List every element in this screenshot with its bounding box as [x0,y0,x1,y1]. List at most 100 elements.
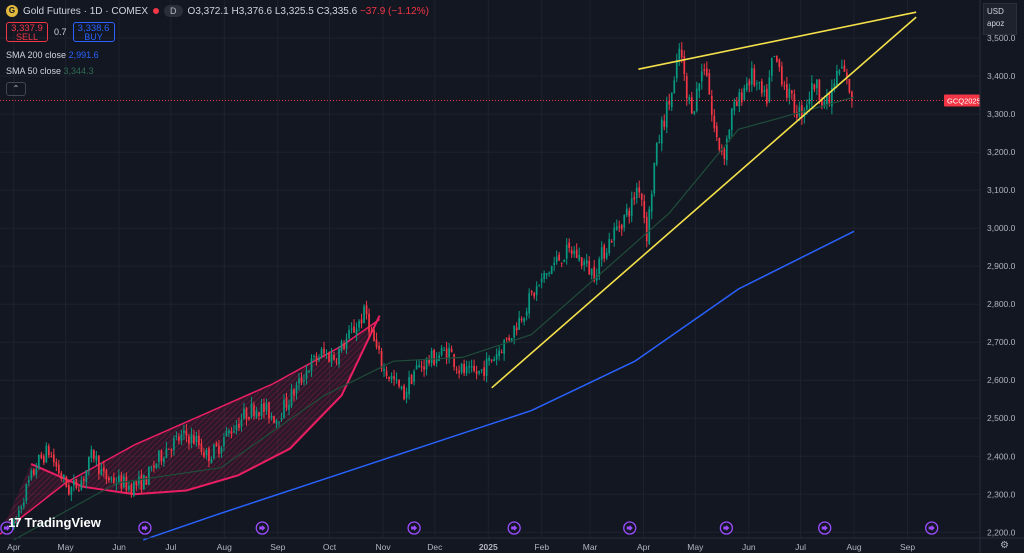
candle-body [823,101,826,107]
trendlines[interactable] [491,11,917,389]
candle-body [508,337,511,341]
candle-body [420,366,423,368]
candle-body [640,193,643,200]
candle-body [403,385,405,400]
event-markers[interactable] [0,521,939,535]
candle-body [143,474,145,490]
currency-menu[interactable]: USD apoz [983,3,1017,35]
candle-body [288,404,290,411]
chevron-up-icon[interactable]: ⌃ [6,82,26,96]
candle-body [798,107,801,117]
candle-body [635,187,638,199]
candle-body [743,87,746,100]
candle-body [728,129,731,139]
candle-body [405,391,408,399]
chart-grid [0,0,980,538]
candle-body [463,363,465,374]
candle-body [150,467,153,469]
candle-body [433,350,435,365]
candle-body [37,454,40,469]
candle-body [430,350,433,364]
candle-body [258,412,260,416]
candle-body [105,470,108,480]
candle-body [300,377,303,383]
gear-icon[interactable]: ⚙ [1000,540,1009,551]
candle-body [503,340,506,354]
candle-body [745,83,748,90]
candle-body [368,313,370,333]
currency-badge[interactable]: D [164,5,183,17]
candle-body [218,445,220,455]
candle-body [708,73,711,95]
trendline [638,11,917,70]
candle-body [415,365,418,370]
candle-body [400,386,403,389]
price-tick-label: 2,900.0 [987,261,1016,271]
candle-body [733,101,736,111]
candle-body [50,455,53,457]
tradingview-logo[interactable]: 17 TradingView [8,515,101,530]
candle-body [333,354,335,360]
candlestick-series [12,42,853,531]
candle-body [90,449,93,459]
candle-body [388,376,390,380]
candle-body [851,91,853,101]
candle-body [215,442,218,447]
candle-body [715,125,718,138]
candle-body [265,403,268,411]
candle-body [275,420,278,424]
candle-body [365,305,368,315]
arrow-right-icon [821,525,828,531]
indicator-sma50[interactable]: SMA 50 close 3,344.3 [6,66,94,76]
candle-body [243,408,245,419]
symbol-title[interactable]: Gold Futures · 1D · COMEX [23,5,149,17]
candle-body [725,138,728,161]
candle-body [293,389,295,396]
candle-body [488,357,490,361]
candle-body [730,108,733,130]
candle-body [193,435,195,444]
candle-body [295,385,298,394]
price-tick-label: 3,100.0 [987,185,1016,195]
time-tick-label: Apr [7,542,20,552]
market-closed-dot-icon[interactable] [153,8,160,14]
candle-body [841,66,843,69]
candle-body [583,261,586,266]
candle-body [560,262,563,264]
candle-body [145,476,148,485]
candle-body [173,438,175,450]
candle-body [750,67,753,85]
buy-button[interactable]: 3,338.6 BUY [72,22,115,42]
candle-body [831,87,833,107]
time-axis[interactable]: Apr May Jun Jul Aug Sep Oct Nov Dec 2025 Feb Mar Apr… [0,537,1024,552]
candle-body [485,358,488,376]
candle-body [225,430,228,437]
candle-body [493,359,496,362]
price-axis[interactable]: 2,200.0 2,300.0 2,400.0 2,500.0 2,600.0 2,700… [979,0,1024,553]
indicator-sma200[interactable]: SMA 200 close 2,991.6 [6,50,99,60]
time-tick-label: Aug [217,542,232,552]
candle-body [540,278,543,283]
candle-body [115,483,118,485]
candle-body [12,519,15,529]
candle-body [298,378,300,384]
sell-button[interactable]: 3,337.9 SELL [6,22,48,42]
candle-body [35,469,38,475]
candle-body [308,371,310,373]
candle-body [358,320,360,328]
candle-body [158,450,160,463]
candle-body [210,459,213,464]
candle-body [465,366,468,374]
arc-fill [0,315,380,535]
candle-body [380,350,383,369]
candle-body [290,389,293,406]
candle-body [263,402,265,412]
candle-body [660,119,663,144]
candle-body [343,343,345,349]
candle-body [848,79,851,93]
trade-panel: 3,337.9 SELL 0.7 3,338.6 BUY [6,22,115,42]
candle-body [25,484,28,501]
candle-body [425,358,428,370]
candle-body [588,260,591,275]
